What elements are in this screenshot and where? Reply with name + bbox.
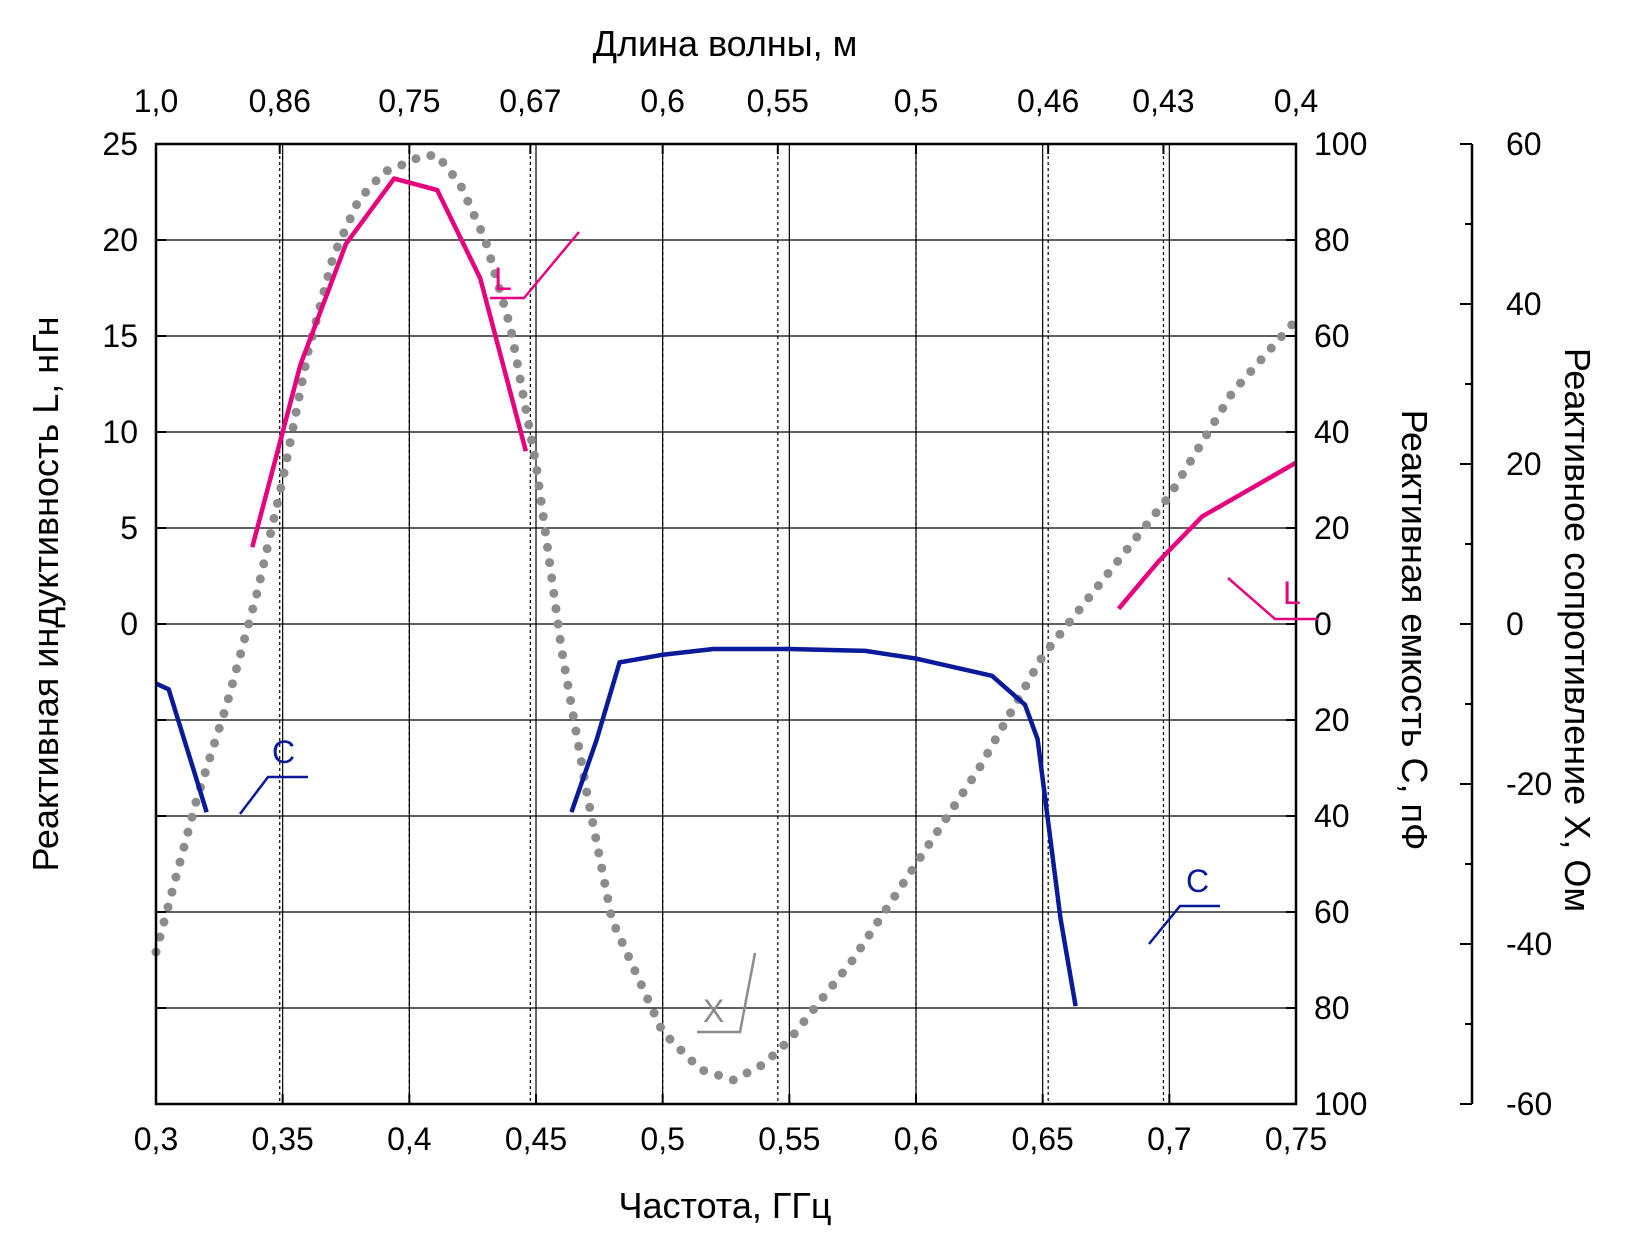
x-tick-label: 0,65 — [1012, 1121, 1074, 1157]
x-tick-label: 0,45 — [505, 1121, 567, 1157]
series-c-segment-2 — [569, 646, 1078, 1007]
x-tick-label: 0,6 — [894, 1121, 938, 1157]
y-right2-tick-label: 20 — [1506, 446, 1542, 482]
right-axis-title-capacitance: Реактивная емкость C, пФ — [1394, 410, 1435, 851]
label-x-leader — [697, 952, 757, 1034]
top-tick-label: 0,6 — [640, 83, 684, 119]
y-right1-tick-label: 80 — [1314, 990, 1350, 1026]
right-axis-title-reactance: Реактивное сопротивление X, Ом — [1557, 348, 1598, 912]
left-axis-title: Реактивная индуктивность L, нГн — [25, 316, 66, 871]
top-tick-label: 0,86 — [249, 83, 311, 119]
y-left-tick-label: 25 — [102, 126, 138, 162]
label-x: X — [703, 993, 724, 1029]
label-l-2-leader — [1227, 577, 1318, 621]
top-tick-label: 0,55 — [747, 83, 809, 119]
top-tick-label: 0,43 — [1132, 83, 1194, 119]
x-tick-label: 0,5 — [640, 1121, 684, 1157]
y-right2-tick-label: -40 — [1506, 926, 1552, 962]
axes: 0,3 0,35 0,4 0,45 0,5 0,55 0,6 0,65 0,7 0,751,0 0,… — [102, 83, 1552, 1157]
y-right1-tick-label: 100 — [1314, 1086, 1367, 1122]
x-tick-label: 0,7 — [1147, 1121, 1191, 1157]
top-tick-label: 0,5 — [894, 83, 938, 119]
y-left-tick-label: 0 — [120, 606, 138, 642]
x-tick-label: 0,4 — [387, 1121, 431, 1157]
y-right1-tick-label: 40 — [1314, 798, 1350, 834]
y-right2-tick-label: 40 — [1506, 286, 1542, 322]
y-right1-tick-label: 0 — [1314, 606, 1332, 642]
y-right1-tick-label: 20 — [1314, 510, 1350, 546]
top-tick-label: 0,46 — [1017, 83, 1079, 119]
y-right2-tick-label: 0 — [1506, 606, 1524, 642]
x-tick-label: 0,3 — [134, 1121, 178, 1157]
y-right1-tick-label: 60 — [1314, 894, 1350, 930]
top-tick-label: 0,67 — [499, 83, 561, 119]
grid — [156, 144, 1296, 1104]
y-right1-tick-label: 40 — [1314, 414, 1350, 450]
top-tick-label: 0,4 — [1274, 83, 1318, 119]
label-l-1-leader — [490, 231, 580, 300]
y-right2-tick-label: 60 — [1506, 126, 1542, 162]
y-right2-tick-label: -60 — [1506, 1086, 1552, 1122]
y-left-tick-label: 10 — [102, 414, 138, 450]
label-l-1: L — [494, 261, 512, 297]
x-tick-label: 0,55 — [758, 1121, 820, 1157]
y-left-tick-label: 5 — [120, 510, 138, 546]
y-right1-tick-label: 80 — [1314, 222, 1350, 258]
series-l-segment-2 — [1116, 460, 1298, 611]
series-layer — [151, 150, 1301, 1085]
series-c-segment-1 — [155, 681, 209, 813]
x-axis-title: Частота, ГГц — [618, 1185, 831, 1226]
x-tick-label: 0,75 — [1265, 1121, 1327, 1157]
y-right1-tick-label: 100 — [1314, 126, 1367, 162]
y-left-tick-label: 20 — [102, 222, 138, 258]
y-right1-tick-label: 20 — [1314, 702, 1350, 738]
label-c-1-leader — [239, 775, 308, 815]
top-tick-label: 0,75 — [378, 83, 440, 119]
label-c-1: C — [272, 734, 295, 770]
series-l-segment-1 — [250, 176, 529, 548]
top-tick-label: 1,0 — [134, 83, 178, 119]
label-l-2: L — [1283, 575, 1301, 611]
x-tick-label: 0,35 — [252, 1121, 314, 1157]
y-right2-tick-label: -20 — [1506, 766, 1552, 802]
label-c-2-leader — [1148, 904, 1220, 945]
y-right1-tick-label: 60 — [1314, 318, 1350, 354]
series-labels: L L C C X — [239, 231, 1318, 1034]
label-c-2: C — [1186, 863, 1209, 899]
top-axis-title: Длина волны, м — [593, 23, 858, 64]
y-left-tick-label: 15 — [102, 318, 138, 354]
